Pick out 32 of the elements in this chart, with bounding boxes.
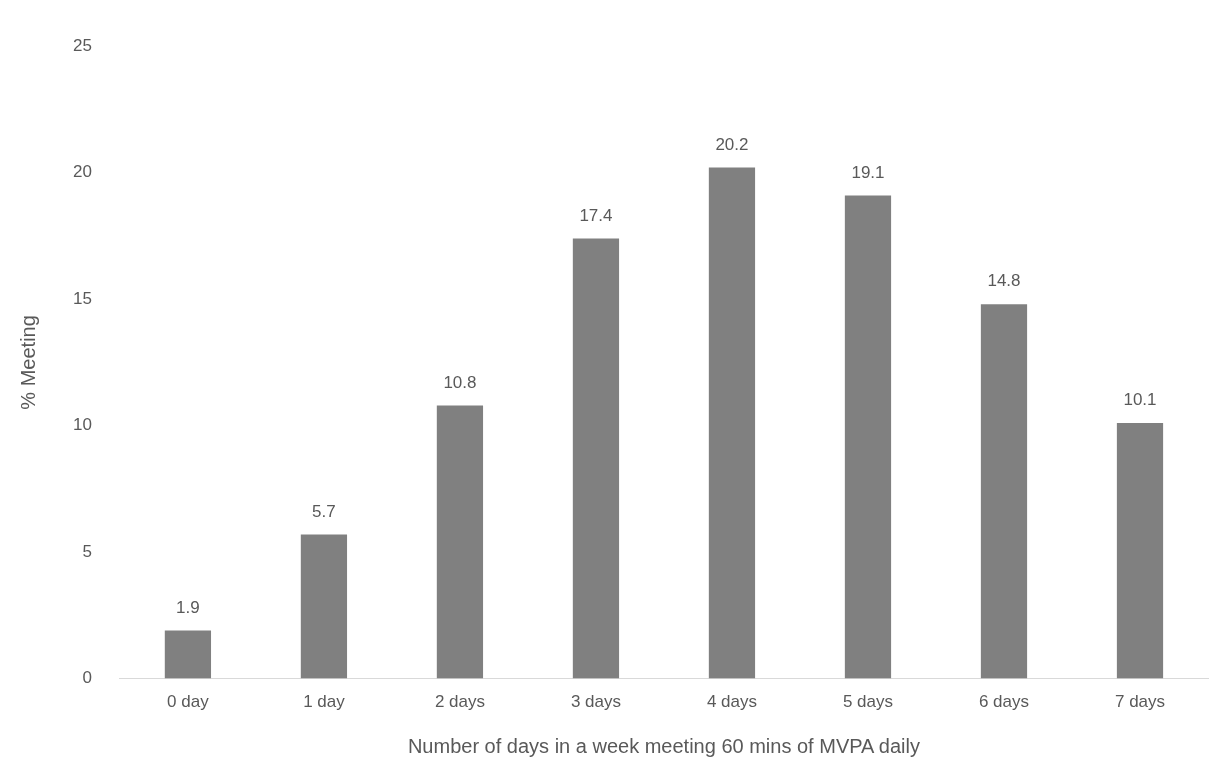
x-axis-title: Number of days in a week meeting 60 mins of MVPA daily: [407, 734, 920, 757]
bar: [300, 534, 348, 679]
y-tick-label: 20: [72, 162, 92, 182]
data-label: 14.8: [987, 271, 1021, 291]
x-tick-label: 6 days: [978, 692, 1030, 712]
x-tick-label: 3 days: [570, 692, 621, 712]
bar: [436, 405, 484, 679]
x-tick-label: 2 days: [434, 692, 485, 712]
data-label: 17.4: [579, 205, 613, 225]
bar: [708, 167, 756, 679]
bar: [164, 630, 212, 679]
y-tick-label: 5: [82, 541, 92, 561]
data-label: 10.1: [1123, 390, 1157, 410]
data-label: 20.2: [715, 134, 749, 154]
x-tick-label: 4 days: [706, 692, 758, 712]
y-tick-label: 25: [72, 35, 92, 55]
y-tick-label: 15: [72, 288, 92, 308]
bar: [1116, 423, 1164, 679]
x-tick-label: 1 day: [303, 692, 346, 712]
y-tick-label: 10: [72, 415, 92, 435]
x-tick-label: 7 days: [1114, 692, 1166, 712]
data-label: 19.1: [851, 162, 885, 182]
bar: [980, 304, 1028, 679]
data-label: 5.7: [312, 501, 336, 521]
bar: [844, 195, 892, 679]
bar: [572, 238, 620, 679]
x-tick-label: 0 day: [167, 692, 210, 712]
x-tick-label: 5 days: [842, 692, 894, 712]
y-axis-title: % Meeting: [16, 315, 39, 410]
data-label: 1.9: [176, 597, 200, 617]
y-tick-label: 0: [82, 668, 92, 688]
data-label: 10.8: [443, 372, 477, 392]
